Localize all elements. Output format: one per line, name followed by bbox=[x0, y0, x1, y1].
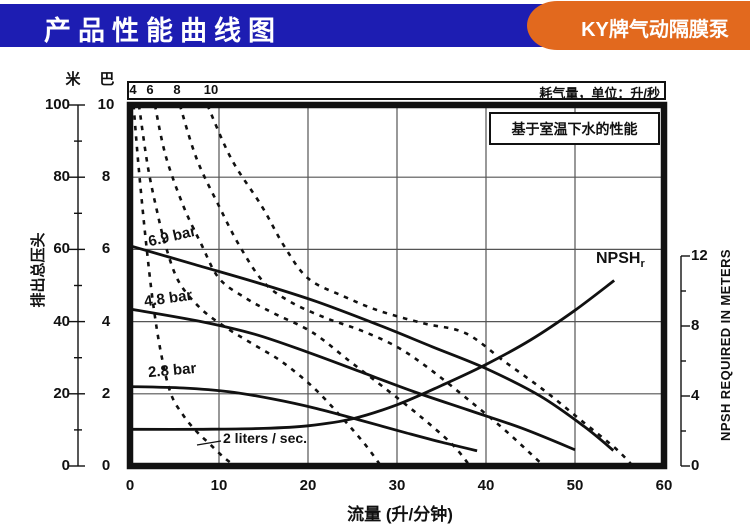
air-value-4: 4 bbox=[129, 82, 137, 97]
header-orange-badge-shape bbox=[527, 1, 750, 50]
curve-2.8-bar bbox=[131, 385, 478, 453]
curve-4-liters-sec bbox=[137, 106, 382, 465]
x-tick-50: 50 bbox=[566, 477, 584, 494]
air-value-6: 6 bbox=[146, 82, 154, 97]
curve-6.9-bar bbox=[131, 244, 615, 452]
bar-tick-0: 0 bbox=[101, 457, 111, 474]
m-tick-20: 20 bbox=[53, 385, 70, 402]
meters-unit-header: 米 bbox=[65, 71, 81, 88]
note-box: 基于室温下水的性能 bbox=[489, 112, 660, 145]
bar-unit-header: 巴 bbox=[99, 71, 115, 88]
bar-tick-10: 10 bbox=[97, 96, 115, 113]
air-consumption-unit-label: 耗气量，单位：升/秒 bbox=[539, 86, 660, 101]
curve-10-liters-sec bbox=[206, 106, 634, 465]
brand-badge: KY牌气动隔膜泵 bbox=[581, 19, 729, 41]
bar-tick-4: 4 bbox=[101, 313, 111, 330]
x-tick-0: 0 bbox=[125, 477, 135, 494]
bar-tick-8: 8 bbox=[101, 168, 111, 185]
npsh-tick-4: 4 bbox=[691, 387, 700, 404]
curve-label-2-liters-sec: 2 liters / sec. bbox=[223, 430, 308, 446]
m-tick-60: 60 bbox=[53, 240, 70, 257]
curve-npshr bbox=[131, 279, 616, 431]
npsh-label-main: NPSH bbox=[596, 250, 641, 267]
m-tick-40: 40 bbox=[53, 313, 70, 330]
bar-tick-2: 2 bbox=[101, 385, 111, 402]
air-value-10: 10 bbox=[203, 82, 219, 97]
m-tick-80: 80 bbox=[53, 168, 70, 185]
curve-8-liters-sec bbox=[178, 106, 545, 465]
x-tick-60: 60 bbox=[655, 477, 673, 494]
bar-tick-6: 6 bbox=[101, 240, 111, 257]
x-tick-30: 30 bbox=[388, 477, 406, 494]
curve-label-npshr: NPSHr bbox=[596, 250, 645, 270]
x-axis-title: 流量 (升/分钟) bbox=[347, 505, 453, 524]
air-consumption-strip bbox=[127, 81, 666, 100]
x-tick-10: 10 bbox=[210, 477, 228, 494]
curve-2-liters-sec bbox=[132, 106, 236, 465]
npsh-tick-12: 12 bbox=[691, 247, 708, 264]
m-tick-0: 0 bbox=[61, 457, 70, 474]
m-tick-100: 100 bbox=[44, 96, 70, 113]
right-axis-title: NPSH REQUIRED IN METERS bbox=[717, 249, 733, 441]
npsh-tick-8: 8 bbox=[691, 317, 700, 334]
curve-6-liters-sec bbox=[153, 106, 471, 465]
x-tick-20: 20 bbox=[299, 477, 317, 494]
left-axis-title: 排出总压头 bbox=[29, 232, 47, 308]
air-value-8: 8 bbox=[173, 82, 181, 97]
curve-4.8-bar bbox=[131, 307, 576, 452]
npsh-label-sub: r bbox=[640, 258, 645, 271]
npsh-tick-0: 0 bbox=[691, 457, 700, 474]
page-title: 产品性能曲线图 bbox=[44, 16, 282, 46]
x-tick-40: 40 bbox=[477, 477, 495, 494]
